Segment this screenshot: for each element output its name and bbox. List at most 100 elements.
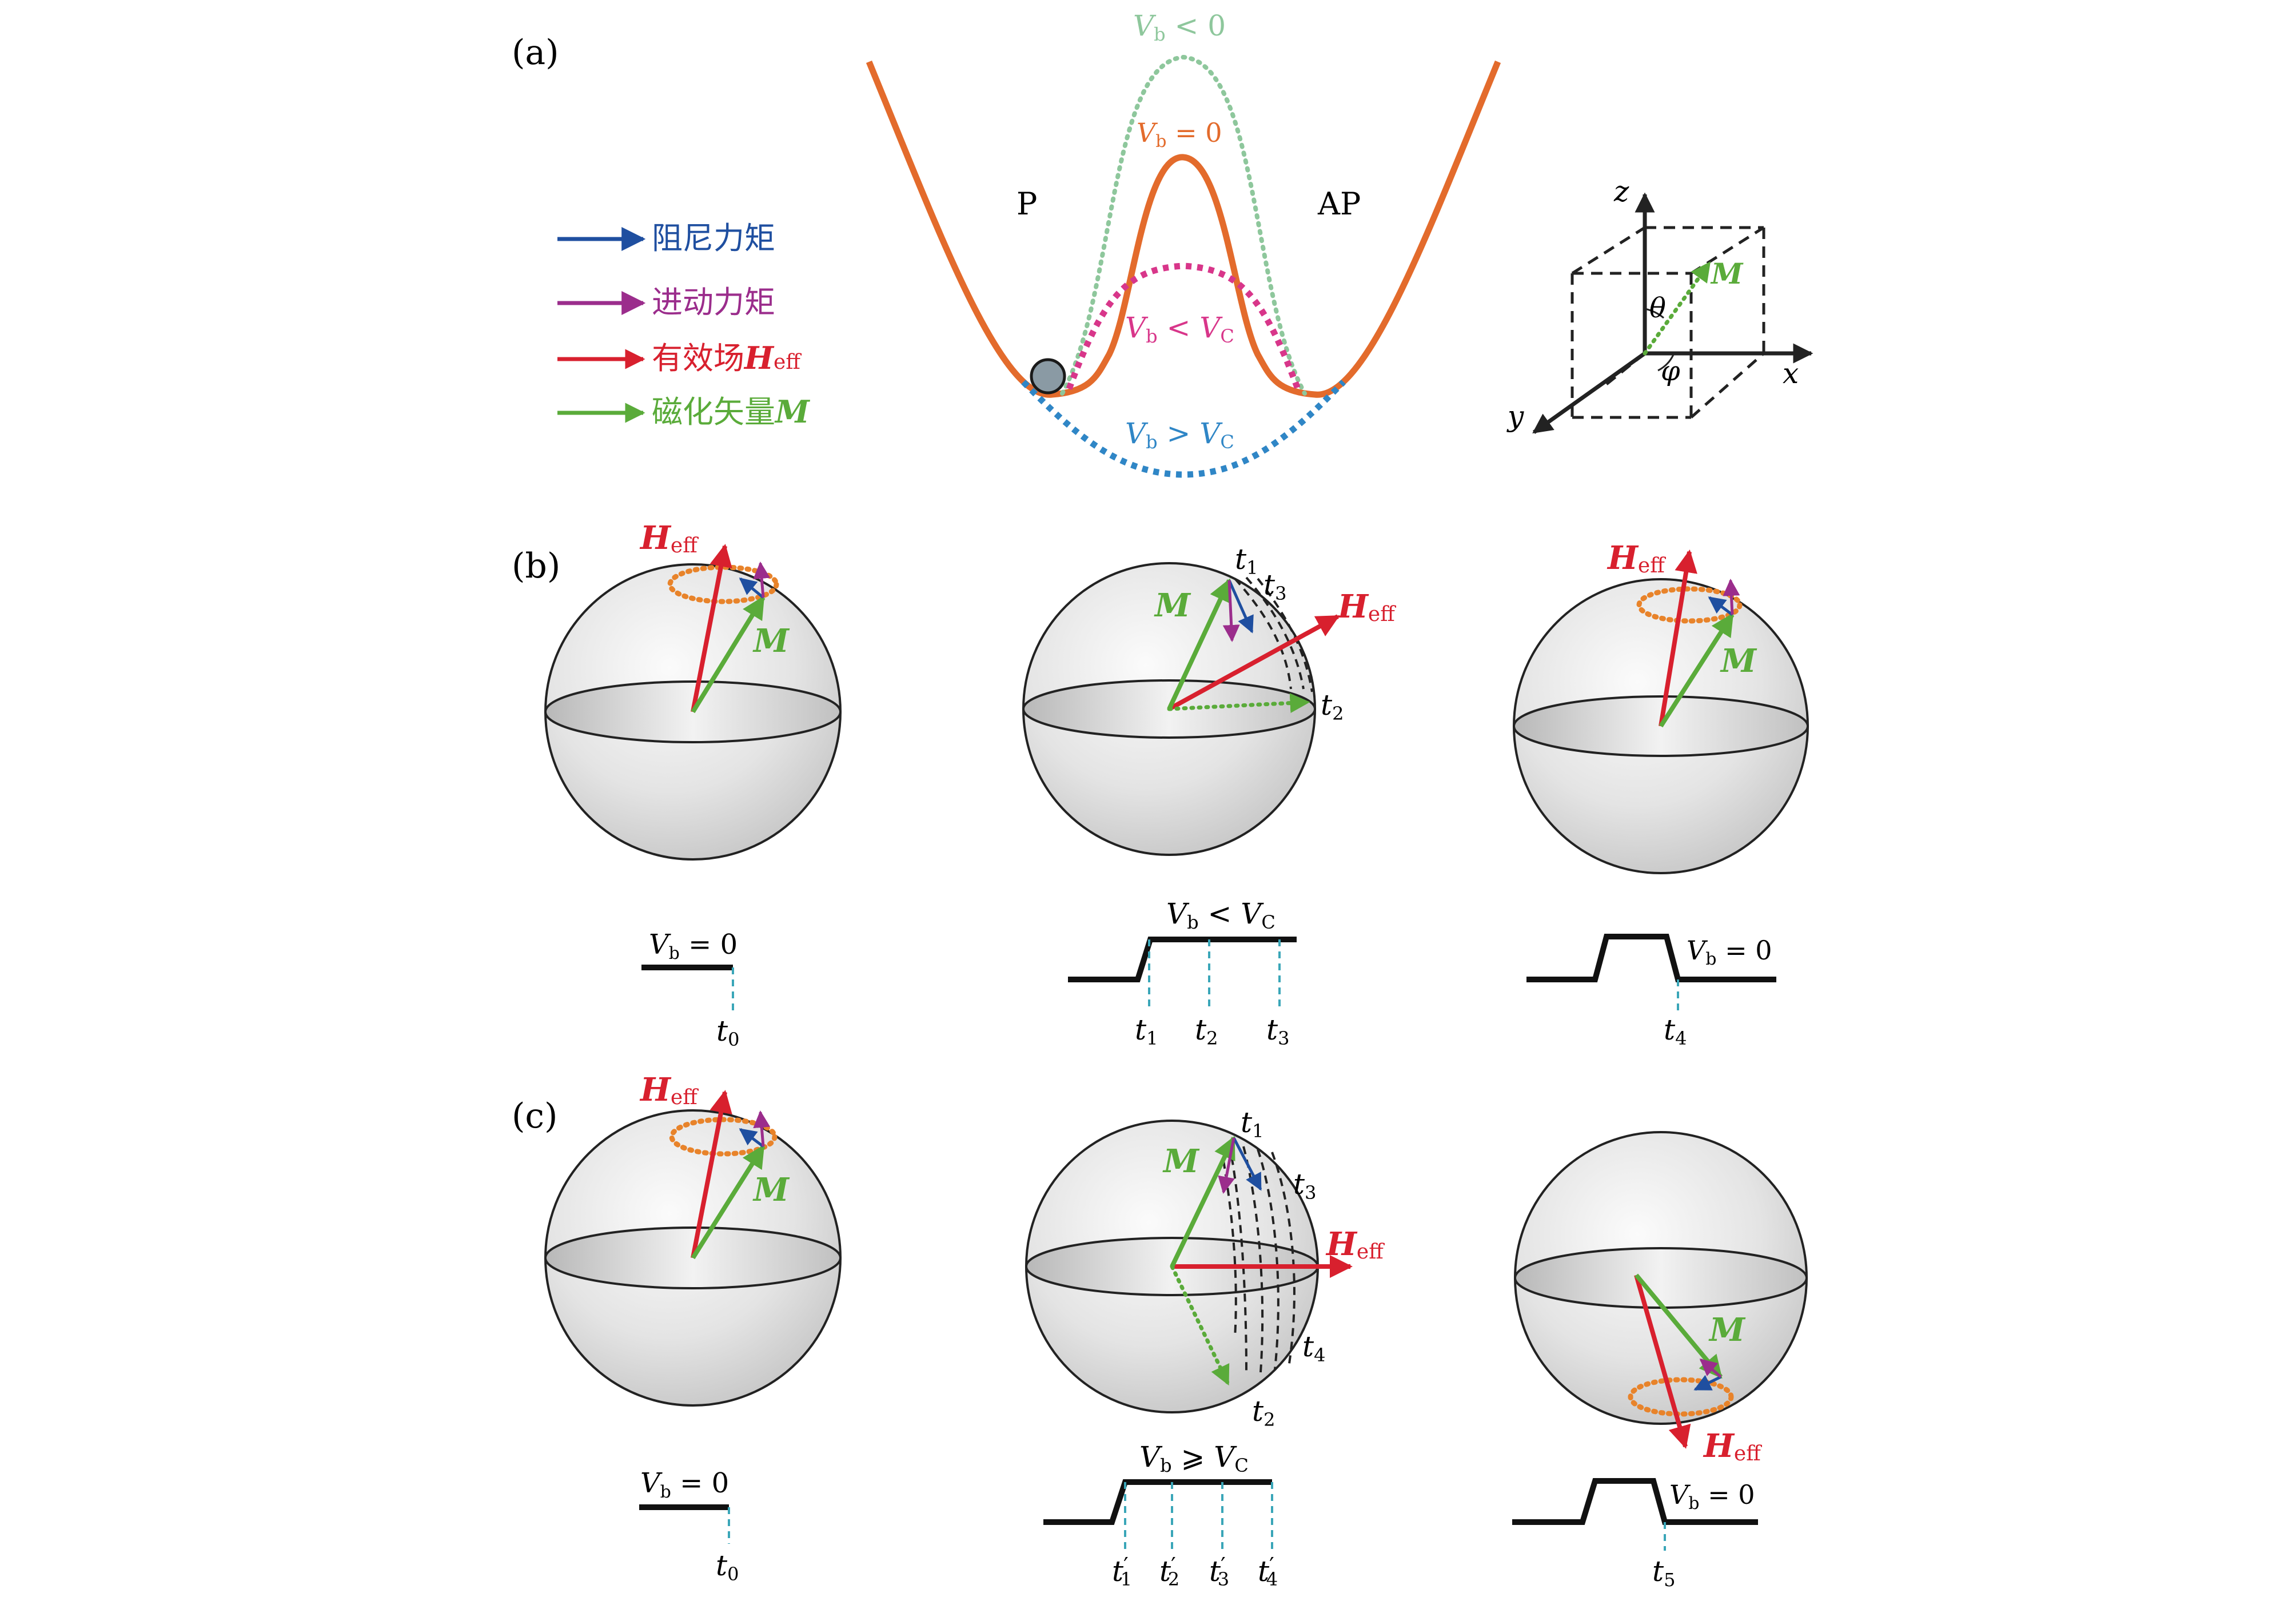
pulse-b-left: Vb = 0 t0 [641, 929, 739, 1050]
m-label: M [1720, 642, 1757, 680]
time-label-t2: t2 [1195, 1013, 1218, 1049]
m-vector-t1 [1170, 1136, 1236, 1268]
theta-arc [1644, 308, 1664, 319]
x-label: x [1783, 357, 1799, 390]
label-vb-zero: Vb = 0 [1137, 117, 1222, 152]
precession-torque [1699, 1359, 1722, 1378]
phi-label: φ [1661, 355, 1680, 387]
time-label-t2: t2 [1252, 1395, 1275, 1431]
pulse-label: Vb = 0 [649, 929, 738, 963]
phi-arc [1657, 353, 1675, 372]
time-label-t1: t1 [1235, 543, 1258, 579]
y-axis [1532, 352, 1647, 434]
precession-orbit [1636, 586, 1743, 624]
time-label-t2: t2 [1321, 688, 1344, 724]
energy-landscape: P AP Vb < 0 Vb = 0 Vb < VC Vb > VC [866, 9, 1501, 478]
sphere-c2: M Heff t1 t3 t4 t2 [1025, 1106, 1385, 1431]
m-label: M [752, 622, 790, 660]
pulse-line [1512, 1478, 1758, 1525]
precession-torque [1218, 1137, 1235, 1194]
heff-vector [691, 544, 732, 712]
heff-label: Heff [1703, 1427, 1762, 1465]
precession-torque [1723, 579, 1740, 615]
sphere-b1: Heff M [544, 519, 842, 861]
label-vb-greater-vc: Vb > VC [1125, 417, 1234, 453]
time-label-t3: t3 [1266, 1013, 1289, 1049]
precession-orbit [669, 1117, 778, 1157]
pulse-line [1068, 937, 1297, 982]
heff-label: Heff [1607, 539, 1666, 578]
coordinate-system: z x y θ φ M [1506, 175, 1813, 434]
m-vector-t1 [1167, 578, 1231, 710]
damping-torque [1693, 1375, 1722, 1391]
time-label-t1: t1 [1241, 1106, 1263, 1142]
legend-damping-label: 阻尼力矩 [652, 220, 775, 256]
time-label-t4: t4 [1302, 1330, 1325, 1366]
legend-precession-label: 进动力矩 [652, 284, 775, 320]
pulse-label: Vb = 0 [640, 1467, 729, 1502]
theta-label: θ [1649, 292, 1666, 324]
time-label-t4: t4 [1664, 1013, 1687, 1049]
time-label-t1: t1 [1135, 1013, 1158, 1049]
pulse-b-right: Vb = 0 t4 [1526, 934, 1776, 1049]
time-label-t0: t0 [716, 1549, 739, 1585]
time-label-t3p: t′ 3 [1209, 1553, 1229, 1590]
heff-vector [1634, 1274, 1691, 1449]
label-vb-less-vc: Vb < VC [1125, 311, 1234, 347]
heff-vector [691, 1090, 732, 1259]
legend-magnetization-label: 磁化矢量M [652, 393, 811, 430]
panel-label-c: (c) [512, 1096, 557, 1136]
damping-torque [1708, 596, 1733, 616]
damping-torque [739, 578, 764, 599]
curve-vb-negative [1060, 54, 1307, 396]
sphere-b2: M Heff t1 t3 t2 [1022, 543, 1396, 856]
pulse-label: Vb ⩾ VC [1139, 1440, 1249, 1476]
heff-label: Heff [639, 519, 699, 557]
heff-vector [1168, 614, 1340, 711]
pulse-c-left: Vb = 0 t0 [639, 1467, 739, 1585]
legend: 阻尼力矩 进动力矩 有效场Heff 磁化矢量M [557, 220, 811, 430]
sphere-c3: M Heff [1514, 1131, 1808, 1465]
damping-torque [1227, 579, 1254, 634]
pulse-c-mid: Vb ⩾ VC t′ 1 t′ 2 t′ 3 t′ 4 [1043, 1440, 1278, 1590]
m-vector [691, 1144, 766, 1260]
time-label-t2p: t′ 2 [1159, 1553, 1179, 1590]
time-label-t0: t0 [716, 1014, 739, 1050]
coord-m-vector [1643, 261, 1712, 356]
pulse-label: Vb = 0 [1669, 1479, 1755, 1514]
coord-m-label: M [1710, 257, 1744, 290]
sphere-c1: Heff M [544, 1071, 842, 1407]
state-ball [1030, 358, 1066, 395]
sphere-b3: Heff M [1513, 539, 1809, 874]
label-vb-negative: Vb < 0 [1133, 9, 1226, 45]
time-label-t3: t3 [1263, 568, 1286, 604]
state-label-p: P [1017, 186, 1037, 222]
m-vector-t2 [1167, 693, 1310, 714]
panel-label-b: (b) [512, 546, 560, 586]
damping-torque [1232, 1137, 1262, 1191]
precession-torque [1222, 580, 1240, 642]
time-label-t5: t5 [1652, 1555, 1675, 1591]
curve-vb-zero [866, 60, 1501, 398]
precession-torque [753, 1110, 771, 1147]
time-label-t3: t3 [1293, 1168, 1316, 1204]
m-vector [1659, 612, 1735, 728]
heff-label: Heff [639, 1071, 699, 1109]
pulse-b-mid: Vb < VC t1 t2 t3 [1068, 897, 1297, 1049]
pulse-line [1526, 934, 1776, 982]
m-vector-t2 [1170, 1264, 1230, 1386]
time-label-t1p: t′ 1 [1112, 1553, 1132, 1590]
legend-field-label: 有效场Heff [652, 340, 802, 376]
z-label: z [1613, 175, 1629, 208]
m-label: M [752, 1171, 790, 1209]
precession-torque [753, 561, 771, 598]
m-label: M [1708, 1311, 1746, 1349]
pulse-label: Vb = 0 [1687, 935, 1772, 969]
precession-orbit [1628, 1377, 1734, 1417]
pulse-c-right: Vb = 0 t5 [1512, 1478, 1758, 1591]
sphere-c3-equator [1514, 1247, 1808, 1309]
heff-label: Heff [1325, 1225, 1385, 1264]
m-label: M [1154, 587, 1191, 624]
m-label: M [1162, 1142, 1200, 1180]
